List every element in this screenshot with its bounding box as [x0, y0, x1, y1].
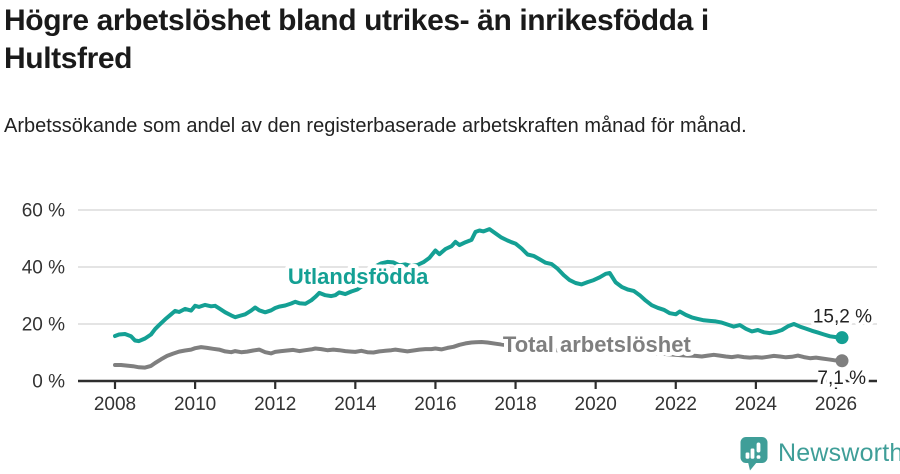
page-title: Högre arbetslöshet bland utrikes- än inr… — [4, 4, 709, 75]
end-value-label-total: 7,1 % — [817, 368, 866, 389]
series-label-total: Total arbetslöshet — [503, 332, 692, 357]
x-axis-label-2024: 2024 — [735, 394, 778, 415]
x-axis-label-2014: 2014 — [334, 394, 377, 415]
x-axis-label-2026: 2026 — [815, 394, 857, 415]
y-axis-label-20: 20 % — [22, 315, 65, 336]
x-axis-label-2008: 2008 — [94, 394, 136, 415]
newsworthy-logo-text: Newsworthy — [778, 438, 900, 467]
x-axis-label-2012: 2012 — [254, 394, 296, 415]
x-axis-label-2016: 2016 — [414, 394, 456, 415]
newsworthy-logo-icon — [740, 437, 768, 471]
chart-subtitle: Arbetssökande som andel av den registerb… — [4, 115, 747, 137]
series-end-dot-total — [835, 354, 849, 368]
series-end-dot-utlandsfodda — [835, 331, 849, 345]
y-axis-label-0: 0 % — [32, 372, 65, 393]
x-axis-label-2018: 2018 — [494, 394, 536, 415]
series-label-utlandsfodda: Utlandsfödda — [288, 264, 429, 289]
y-axis-label-60: 60 % — [22, 201, 65, 222]
x-axis-label-2020: 2020 — [575, 394, 617, 415]
newsworthy-logo: Newsworthy — [739, 435, 900, 471]
x-axis-label-2022: 2022 — [655, 394, 697, 415]
series-line-total — [113, 340, 844, 370]
end-value-label-utlandsfodda: 15,2 % — [813, 307, 872, 328]
series-line-utlandsfodda — [113, 227, 844, 344]
y-axis-label-40: 40 % — [22, 258, 65, 279]
x-axis-label-2010: 2010 — [174, 394, 216, 415]
